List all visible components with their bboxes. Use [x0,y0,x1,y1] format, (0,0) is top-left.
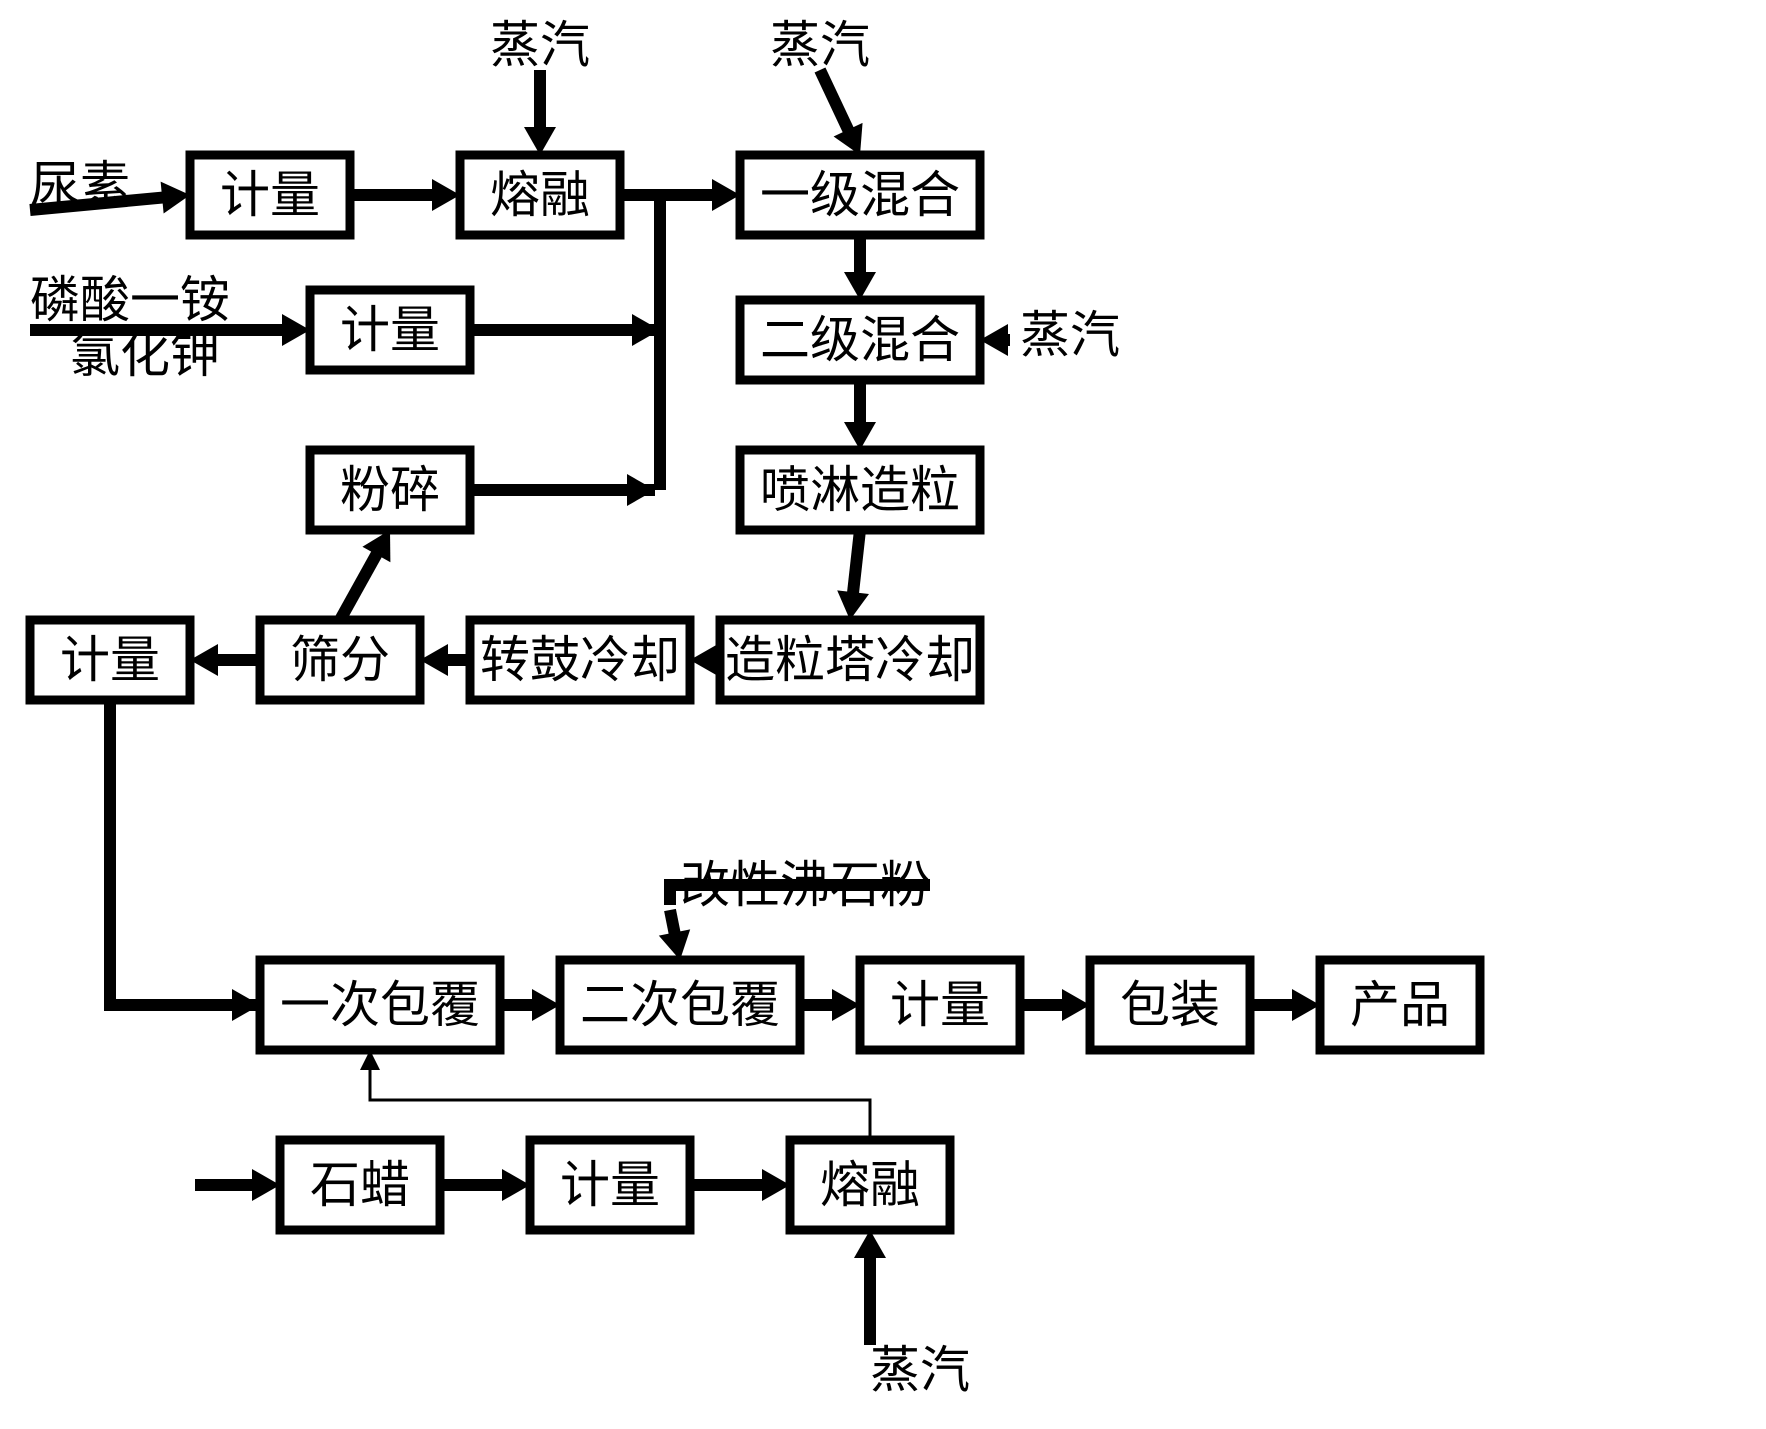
urea-label: 尿素 [30,157,130,213]
meter3-label: 计量 [60,632,160,688]
coat1-label: 一次包覆 [280,977,480,1033]
mix2-label: 二级混合 [760,312,960,368]
steam4-label: 蒸汽 [870,1342,970,1398]
zeolite-label: 改性沸石粉 [680,857,930,913]
crush-label: 粉碎 [340,462,440,518]
drum_cool-label: 转鼓冷却 [480,632,680,688]
pack-label: 包装 [1120,977,1220,1033]
steam2-label: 蒸汽 [770,17,870,73]
coat2-label: 二次包覆 [580,977,780,1033]
kcl-label: 氯化钾 [70,327,220,383]
melt1-label: 熔融 [490,167,590,223]
product-label: 产品 [1350,977,1450,1033]
melt2-label: 熔融 [820,1157,920,1213]
mix1-label: 一级混合 [760,167,960,223]
steam1-label: 蒸汽 [490,17,590,73]
sieve-label: 筛分 [290,632,390,688]
meter_urea-label: 计量 [220,167,320,223]
steam3-label: 蒸汽 [1020,307,1120,363]
meter5-label: 计量 [560,1157,660,1213]
paraffin-label: 石蜡 [310,1157,410,1213]
tower_cool-label: 造粒塔冷却 [725,632,975,688]
spray-label: 喷淋造粒 [760,462,960,518]
meter4-label: 计量 [890,977,990,1033]
map-label: 磷酸一铵 [30,272,230,328]
meter_pk-label: 计量 [340,302,440,358]
